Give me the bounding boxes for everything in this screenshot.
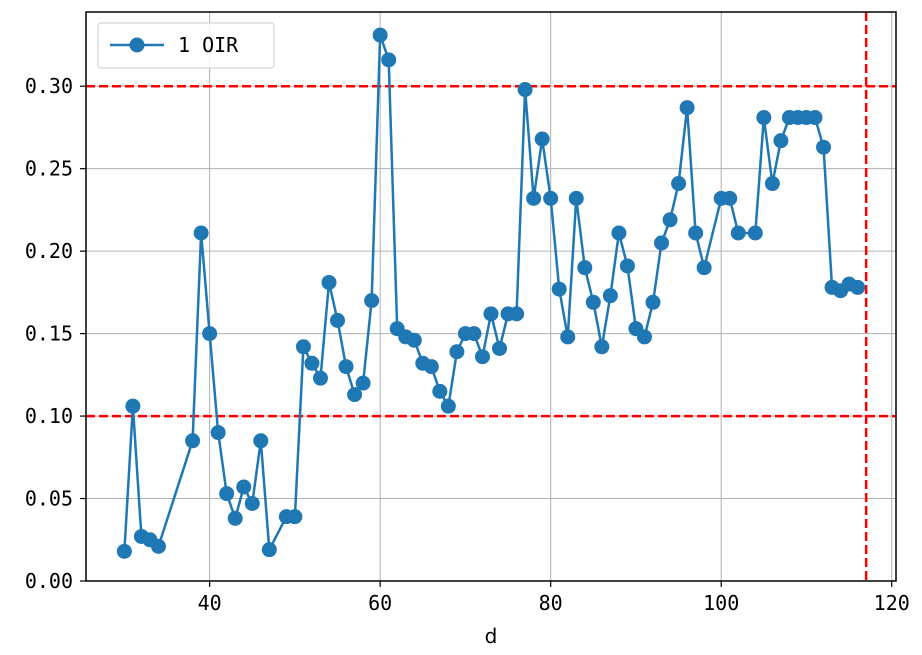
data-point bbox=[338, 359, 354, 375]
series-layer bbox=[116, 27, 866, 559]
data-point bbox=[654, 235, 670, 251]
legend: 1 OIR bbox=[97, 22, 275, 69]
data-point bbox=[466, 326, 482, 342]
y-tick-label: 0.15 bbox=[25, 322, 73, 346]
data-point bbox=[185, 433, 201, 449]
data-point bbox=[150, 538, 166, 554]
data-point bbox=[227, 510, 243, 526]
data-point bbox=[347, 387, 363, 403]
data-point bbox=[406, 332, 422, 348]
data-point bbox=[355, 375, 371, 391]
x-tick-label: 100 bbox=[703, 591, 739, 615]
data-point bbox=[449, 344, 465, 360]
data-point bbox=[321, 274, 337, 290]
data-point bbox=[756, 110, 772, 126]
data-point bbox=[764, 176, 780, 192]
legend-label: 1 OIR bbox=[178, 33, 239, 57]
data-point bbox=[244, 495, 260, 511]
data-point bbox=[193, 225, 209, 241]
series-line bbox=[123, 33, 859, 552]
y-tick-label: 0.25 bbox=[25, 157, 73, 181]
data-point bbox=[807, 110, 823, 126]
data-point bbox=[381, 52, 397, 68]
data-point bbox=[261, 542, 277, 558]
data-point bbox=[202, 326, 218, 342]
data-point bbox=[696, 260, 712, 276]
data-point bbox=[423, 359, 439, 375]
y-axis-ticks: 0.00 0.05 0.10 0.15 0.20 0.25 0.30 bbox=[25, 74, 86, 593]
data-point bbox=[585, 294, 601, 310]
data-point bbox=[125, 398, 141, 414]
data-point bbox=[364, 293, 380, 309]
data-point bbox=[483, 306, 499, 322]
data-point bbox=[611, 225, 627, 241]
legend-box bbox=[97, 22, 275, 69]
data-point bbox=[517, 82, 533, 98]
data-point bbox=[594, 339, 610, 355]
data-point bbox=[747, 225, 763, 241]
data-point bbox=[577, 260, 593, 276]
data-point bbox=[440, 398, 456, 414]
data-point bbox=[509, 306, 525, 322]
data-point bbox=[492, 340, 508, 356]
data-point bbox=[210, 425, 226, 441]
x-tick-label: 60 bbox=[368, 591, 392, 615]
data-point bbox=[526, 190, 542, 206]
data-point bbox=[330, 312, 346, 328]
y-tick-label: 0.30 bbox=[25, 74, 73, 98]
data-point bbox=[236, 479, 252, 495]
data-point bbox=[534, 131, 550, 147]
data-point bbox=[773, 133, 789, 149]
data-point bbox=[312, 370, 328, 386]
data-point bbox=[253, 433, 269, 449]
data-point bbox=[722, 190, 738, 206]
data-point bbox=[662, 212, 678, 228]
legend-marker-swatch bbox=[129, 37, 145, 53]
data-point bbox=[543, 190, 559, 206]
data-point bbox=[287, 509, 303, 525]
data-point bbox=[551, 281, 567, 297]
data-point bbox=[602, 288, 618, 304]
data-point bbox=[295, 339, 311, 355]
data-point bbox=[116, 543, 132, 559]
data-point bbox=[568, 190, 584, 206]
reference-lines bbox=[86, 12, 896, 581]
data-point bbox=[645, 294, 661, 310]
x-tick-label: 40 bbox=[198, 591, 222, 615]
data-point bbox=[636, 329, 652, 345]
y-tick-label: 0.10 bbox=[25, 404, 73, 428]
data-point bbox=[560, 329, 576, 345]
y-tick-label: 0.20 bbox=[25, 239, 73, 263]
data-point bbox=[730, 225, 746, 241]
x-tick-label: 80 bbox=[539, 591, 563, 615]
data-point bbox=[688, 225, 704, 241]
data-point bbox=[679, 100, 695, 116]
data-point bbox=[671, 176, 687, 192]
data-point bbox=[816, 139, 832, 155]
plot-area-frame bbox=[85, 11, 897, 582]
x-tick-label: 120 bbox=[874, 591, 910, 615]
data-point bbox=[432, 383, 448, 399]
data-point bbox=[850, 279, 866, 295]
data-point bbox=[619, 258, 635, 274]
y-tick-label: 0.05 bbox=[25, 487, 73, 511]
x-axis-label: d bbox=[485, 624, 498, 648]
data-point bbox=[219, 486, 235, 502]
y-tick-label: 0.00 bbox=[25, 569, 73, 593]
data-point bbox=[372, 27, 388, 43]
data-point bbox=[304, 355, 320, 371]
data-point bbox=[474, 349, 490, 365]
x-axis-ticks: 40 60 80 100 120 bbox=[198, 581, 910, 615]
